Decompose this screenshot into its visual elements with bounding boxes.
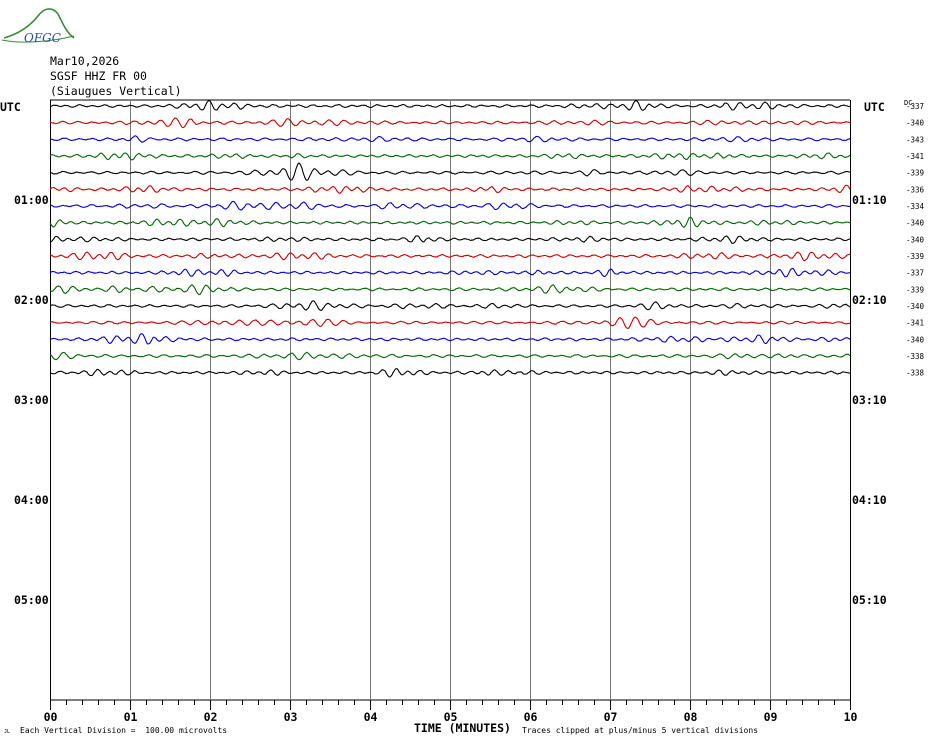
dc-offset-label: -340 (906, 302, 925, 311)
header-description: (Siaugues Vertical) (50, 84, 182, 98)
plot-grid (50, 99, 851, 710)
dc-offset-label: -340 (906, 235, 925, 244)
dc-offset-label: -341 (906, 152, 924, 161)
clip-note: Traces clipped at plus/minus 5 vertical … (522, 726, 759, 735)
hour-label-right: 04:10 (852, 493, 887, 507)
hour-label-left: 03:00 (14, 393, 49, 407)
seismic-trace (49, 284, 851, 296)
x-tick-label: 04 (364, 710, 378, 724)
footer-mark: JL (4, 729, 11, 735)
dc-offset-label: -334 (906, 202, 925, 211)
seismic-trace (49, 135, 851, 143)
hour-label-right: 02:10 (852, 293, 887, 307)
dc-offset-label: -338 (906, 352, 925, 361)
logo-text: OFGC (24, 31, 61, 45)
x-tick-label: 02 (204, 710, 218, 724)
seismic-trace (49, 235, 851, 244)
seismic-trace (49, 200, 851, 211)
seismic-trace (49, 368, 851, 378)
x-tick-label: 07 (604, 710, 618, 724)
seismic-trace (49, 316, 851, 330)
scale-note: Each Vertical Division = 100.00 microvol… (20, 726, 228, 735)
hour-label-left: 01:00 (14, 193, 49, 207)
dc-offset-label: -340 (906, 119, 925, 128)
header-station: SGSF HHZ FR 00 (50, 69, 147, 83)
dc-offset-label: -337 (906, 269, 924, 278)
hour-label-left: 04:00 (14, 493, 49, 507)
hour-label-left: 02:00 (14, 293, 49, 307)
dc-offset-label: -336 (906, 185, 925, 194)
utc-right-label: UTC (864, 100, 885, 114)
dc-offset-label: -339 (906, 285, 924, 294)
seismic-trace (49, 216, 851, 229)
dc-offset-label: -341 (906, 319, 924, 328)
label-group: 00 01 02 03 04 05 06 07 08 09 10 01:00 02:00 03:00 04:… (14, 102, 925, 724)
seismic-trace (49, 300, 851, 312)
ofgc-logo: OFGC (1, 8, 75, 45)
hour-label-left: 05:00 (14, 593, 49, 607)
seismic-trace (49, 351, 851, 361)
header-date: Mar10,2026 (50, 54, 120, 68)
seismic-trace (49, 152, 851, 161)
trace-group (49, 99, 851, 378)
dc-offset-label: -343 (906, 135, 924, 144)
x-tick-label: 10 (844, 710, 858, 724)
logo-swoosh (1, 35, 75, 43)
x-tick-label: 08 (684, 710, 698, 724)
hour-label-right: 05:10 (852, 593, 887, 607)
dc-offset-label: -337 (906, 102, 924, 111)
seismic-trace (49, 333, 851, 345)
dc-offset-label: -340 (906, 219, 925, 228)
x-axis-title: TIME (MINUTES) (414, 721, 511, 735)
x-tick-label: 09 (764, 710, 778, 724)
x-tick-label: 06 (524, 710, 538, 724)
logo-hill (3, 8, 75, 39)
seismic-trace (49, 251, 851, 262)
dc-label: DC (904, 99, 913, 107)
dc-offset-label: -340 (906, 335, 925, 344)
dc-offset-label: -339 (906, 169, 924, 178)
x-tick-label: 05 (444, 710, 458, 724)
x-tick-label: 03 (284, 710, 298, 724)
dc-offset-label: -339 (906, 252, 924, 261)
seismic-trace (49, 99, 851, 111)
seismic-trace (49, 267, 851, 278)
hour-label-right: 01:10 (852, 193, 887, 207)
utc-left-label: UTC (0, 100, 21, 114)
x-tick-label: 01 (124, 710, 138, 724)
seismic-trace (49, 184, 851, 194)
hour-label-right: 03:10 (852, 393, 887, 407)
x-tick-label: 00 (44, 710, 58, 724)
seismic-trace (49, 162, 851, 182)
dc-offset-label: -338 (906, 369, 925, 378)
seismic-trace (49, 117, 851, 129)
